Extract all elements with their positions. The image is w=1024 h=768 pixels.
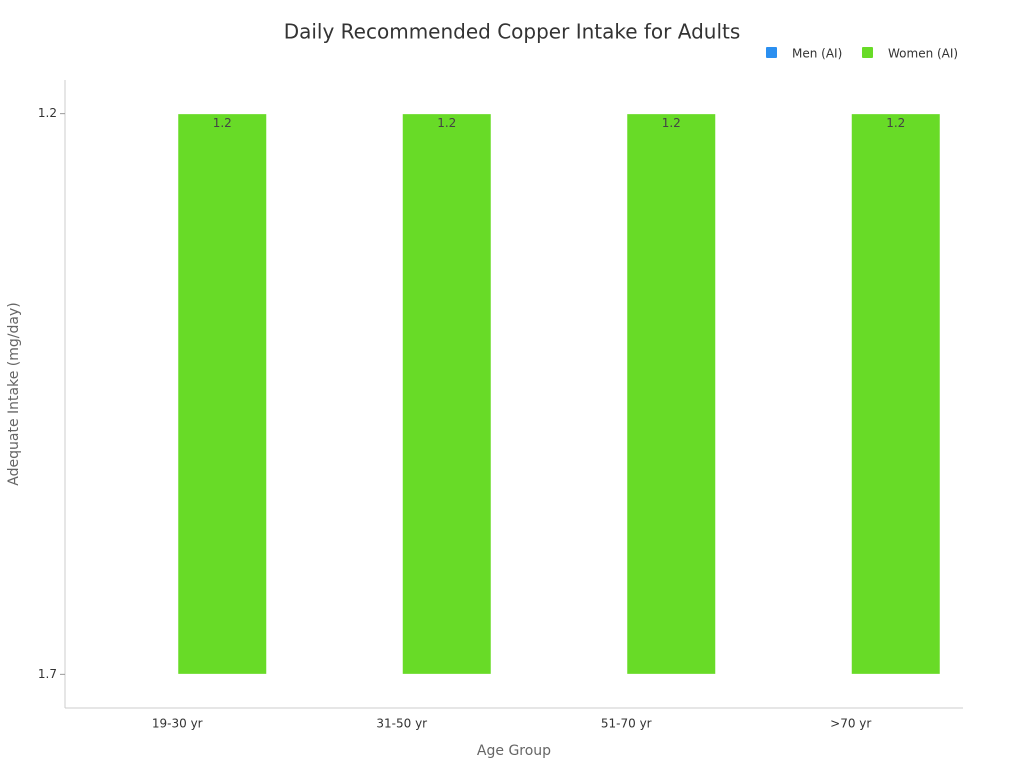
data-label: 1.2 <box>662 116 681 130</box>
bar <box>177 113 268 675</box>
bar <box>850 113 941 675</box>
data-label: 1.2 <box>886 116 905 130</box>
bar <box>401 113 492 675</box>
legend-swatch <box>766 47 777 58</box>
y-tick-label: 1.2 <box>38 106 57 120</box>
x-axis-label: Age Group <box>477 743 551 759</box>
bar <box>626 113 717 675</box>
data-label: 1.2 <box>213 116 232 130</box>
y-axis-label: Adequate Intake (mg/day) <box>6 302 22 485</box>
x-tick-label: >70 yr <box>830 717 871 731</box>
x-tick-label: 31-50 yr <box>376 717 427 731</box>
y-tick-label: 1.7 <box>38 667 57 681</box>
chart-title: Daily Recommended Copper Intake for Adul… <box>284 20 741 44</box>
x-tick-label: 19-30 yr <box>152 717 203 731</box>
legend-swatch <box>862 47 873 58</box>
legend-label: Women (AI) <box>888 47 958 61</box>
x-tick-label: 51-70 yr <box>601 717 652 731</box>
legend-label: Men (AI) <box>792 47 842 61</box>
data-label: 1.2 <box>437 116 456 130</box>
